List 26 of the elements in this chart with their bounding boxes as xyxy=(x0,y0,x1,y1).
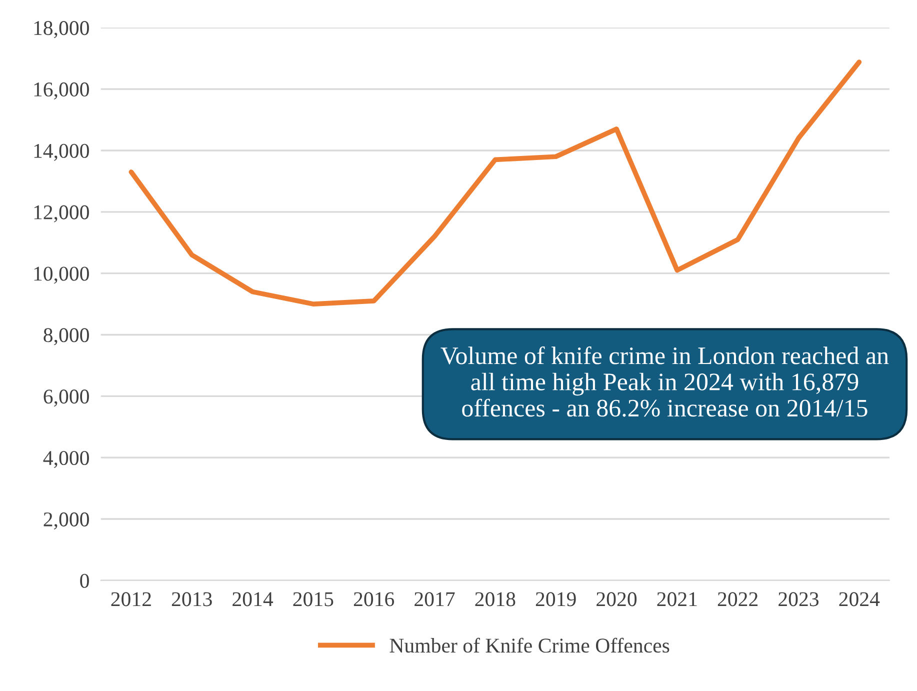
legend-label: Number of Knife Crime Offences xyxy=(390,638,670,653)
x-tick-label: 2013 xyxy=(172,592,212,606)
x-tick-label: 2014 xyxy=(232,592,274,606)
y-tick-label: 4,000 xyxy=(43,450,89,468)
x-tick-label: 2018 xyxy=(475,592,516,606)
y-tick-label: 16,000 xyxy=(34,82,89,100)
x-tick-label: 2022 xyxy=(718,592,758,606)
x-tick-label: 2024 xyxy=(839,592,880,606)
y-tick-label: 2,000 xyxy=(44,512,89,530)
y-tick-label: 10,000 xyxy=(34,266,89,284)
line-series xyxy=(128,60,862,306)
x-tick-label: 2015 xyxy=(293,592,334,606)
y-tick-label: 18,000 xyxy=(34,21,89,38)
x-tick-label: 2020 xyxy=(596,592,637,606)
x-tick-label: 2016 xyxy=(354,592,394,606)
x-tick-label: 2017 xyxy=(414,592,455,606)
y-tick-label: 14,000 xyxy=(34,144,89,161)
y-tick-label: 8,000 xyxy=(44,328,89,346)
x-tick-label: 2021 xyxy=(657,592,697,606)
y-tick-label: 12,000 xyxy=(34,205,89,222)
y-tick-label: 6,000 xyxy=(44,390,89,407)
annotation: Volume of knife crime in London reached an all time high Peak in 2024 with 16,879 offences - an 86.2% increase on 2014/15 xyxy=(440,346,889,417)
x-tick-label: 2019 xyxy=(536,592,576,606)
x-tick-label: 2012 xyxy=(111,592,151,606)
x-tick-label: 2023 xyxy=(778,592,819,606)
y-tick-label: 0 xyxy=(80,574,89,588)
